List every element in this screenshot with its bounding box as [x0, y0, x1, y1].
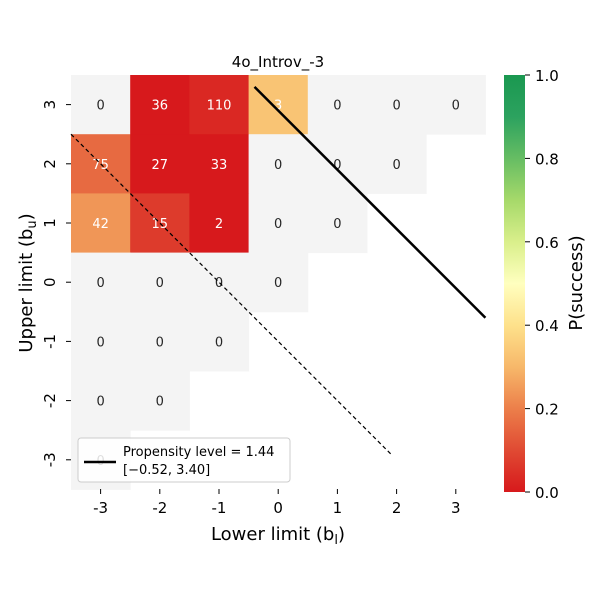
colorbar-tick-label: 0.0	[535, 484, 559, 502]
legend-label: Propensity level = 1.44	[123, 445, 274, 460]
dashed-line	[70, 133, 392, 455]
cell-label: 0	[392, 99, 400, 114]
colorbar-tick-label: 0.8	[535, 150, 559, 168]
cell-label: 0	[274, 217, 282, 232]
cell-label: 0	[156, 395, 164, 410]
cell-label: 33	[211, 158, 228, 173]
cell-label: 0	[274, 158, 282, 173]
cell-label: 3	[274, 99, 282, 114]
colorbar-label: P(success)	[566, 235, 587, 330]
cell-label: 42	[92, 217, 109, 232]
heatmap-cell	[71, 371, 131, 431]
heatmap-cell	[248, 252, 309, 313]
cell-label: 0	[392, 158, 400, 173]
x-axis-label: Lower limit (bl)	[211, 524, 345, 548]
legend-range: [−0.52, 3.40]	[123, 463, 210, 478]
lines-layer	[70, 85, 487, 455]
cell-label: 0	[333, 158, 341, 173]
y-tick-label: 0	[41, 277, 59, 287]
heatmap-cell	[307, 193, 368, 254]
y-tick-label: 3	[41, 100, 59, 110]
heatmap-cell	[71, 75, 131, 135]
cell-label: 0	[333, 217, 341, 232]
heatmap-cell	[248, 193, 309, 254]
cell-label: 27	[152, 158, 169, 173]
y-tick-label: 1	[41, 218, 59, 228]
chart-title: 4o_Introv_-3	[232, 53, 324, 72]
heatmap-cell	[426, 75, 486, 135]
cell-label: 36	[152, 99, 169, 114]
y-axis-label: Upper limit (bu)	[16, 213, 40, 352]
x-tick-label: -1	[212, 499, 227, 517]
x-ticks: -3 -2 -1 0 1 2 3	[93, 489, 461, 517]
heatmap-cell	[71, 193, 131, 254]
heatmap-cell	[71, 311, 131, 372]
heatmap-cell	[130, 371, 190, 431]
colorbar	[504, 75, 525, 492]
heatmap-cell	[189, 134, 250, 194]
x-tick-label: 3	[451, 499, 461, 517]
cell-label: 0	[96, 99, 104, 114]
cell-label: 0	[156, 276, 164, 291]
colorbar-tick-label: 1.0	[535, 67, 559, 85]
cell-label: 0	[215, 335, 223, 350]
x-tick-label: 1	[333, 499, 343, 517]
heatmap-cell	[307, 134, 368, 194]
heatmap-cell	[367, 75, 427, 135]
colorbar-ticks: 0.0 0.2 0.4 0.6 0.8 1.0	[525, 67, 559, 502]
heatmap-cell	[367, 134, 427, 194]
x-tick-label: -3	[93, 499, 108, 517]
cells-layer: 036110300075273300042152000000000000	[71, 75, 486, 490]
x-tick-label: 0	[273, 499, 283, 517]
cell-label: 75	[92, 158, 109, 173]
y-tick-label: -2	[41, 393, 59, 408]
cell-label: 2	[215, 217, 223, 232]
colorbar-tick-label: 0.2	[535, 401, 559, 419]
cell-label: 0	[274, 276, 282, 291]
heatmap-cell	[189, 75, 250, 135]
cell-label: 15	[152, 217, 169, 232]
cell-label: 0	[156, 335, 164, 350]
heatmap-cell	[189, 311, 250, 372]
propensity-line	[253, 85, 487, 319]
heatmap-cell	[248, 75, 309, 135]
heatmap-cell	[130, 134, 190, 194]
x-tick-label: 2	[392, 499, 402, 517]
heatmap-cell	[307, 75, 368, 135]
cell-label: 0	[215, 276, 223, 291]
y-tick-label: -1	[41, 334, 59, 349]
heatmap-cell	[130, 311, 190, 372]
y-ticks: 3 2 1 0 -1 -2 -3	[41, 100, 71, 467]
y-tick-label: 2	[41, 159, 59, 169]
heatmap-cell	[189, 252, 250, 313]
heatmap-cell	[130, 252, 190, 313]
cell-label: 0	[96, 335, 104, 350]
legend: Propensity level = 1.44 [−0.52, 3.40]	[77, 437, 291, 483]
heatmap-cell	[71, 252, 131, 313]
heatmap-cell	[189, 193, 250, 254]
y-tick-label: -3	[41, 452, 59, 467]
heatmap-cell	[130, 75, 190, 135]
cell-label: 0	[452, 99, 460, 114]
cell-label: 0	[96, 276, 104, 291]
legend-box	[77, 437, 291, 483]
cell-label: 0	[333, 99, 341, 114]
cell-label: 0	[96, 395, 104, 410]
cell-label: 110	[207, 99, 232, 114]
colorbar-tick-label: 0.6	[535, 234, 559, 252]
colorbar-tick-label: 0.4	[535, 317, 559, 335]
x-tick-label: -2	[152, 499, 167, 517]
heatmap-cell	[248, 134, 309, 194]
